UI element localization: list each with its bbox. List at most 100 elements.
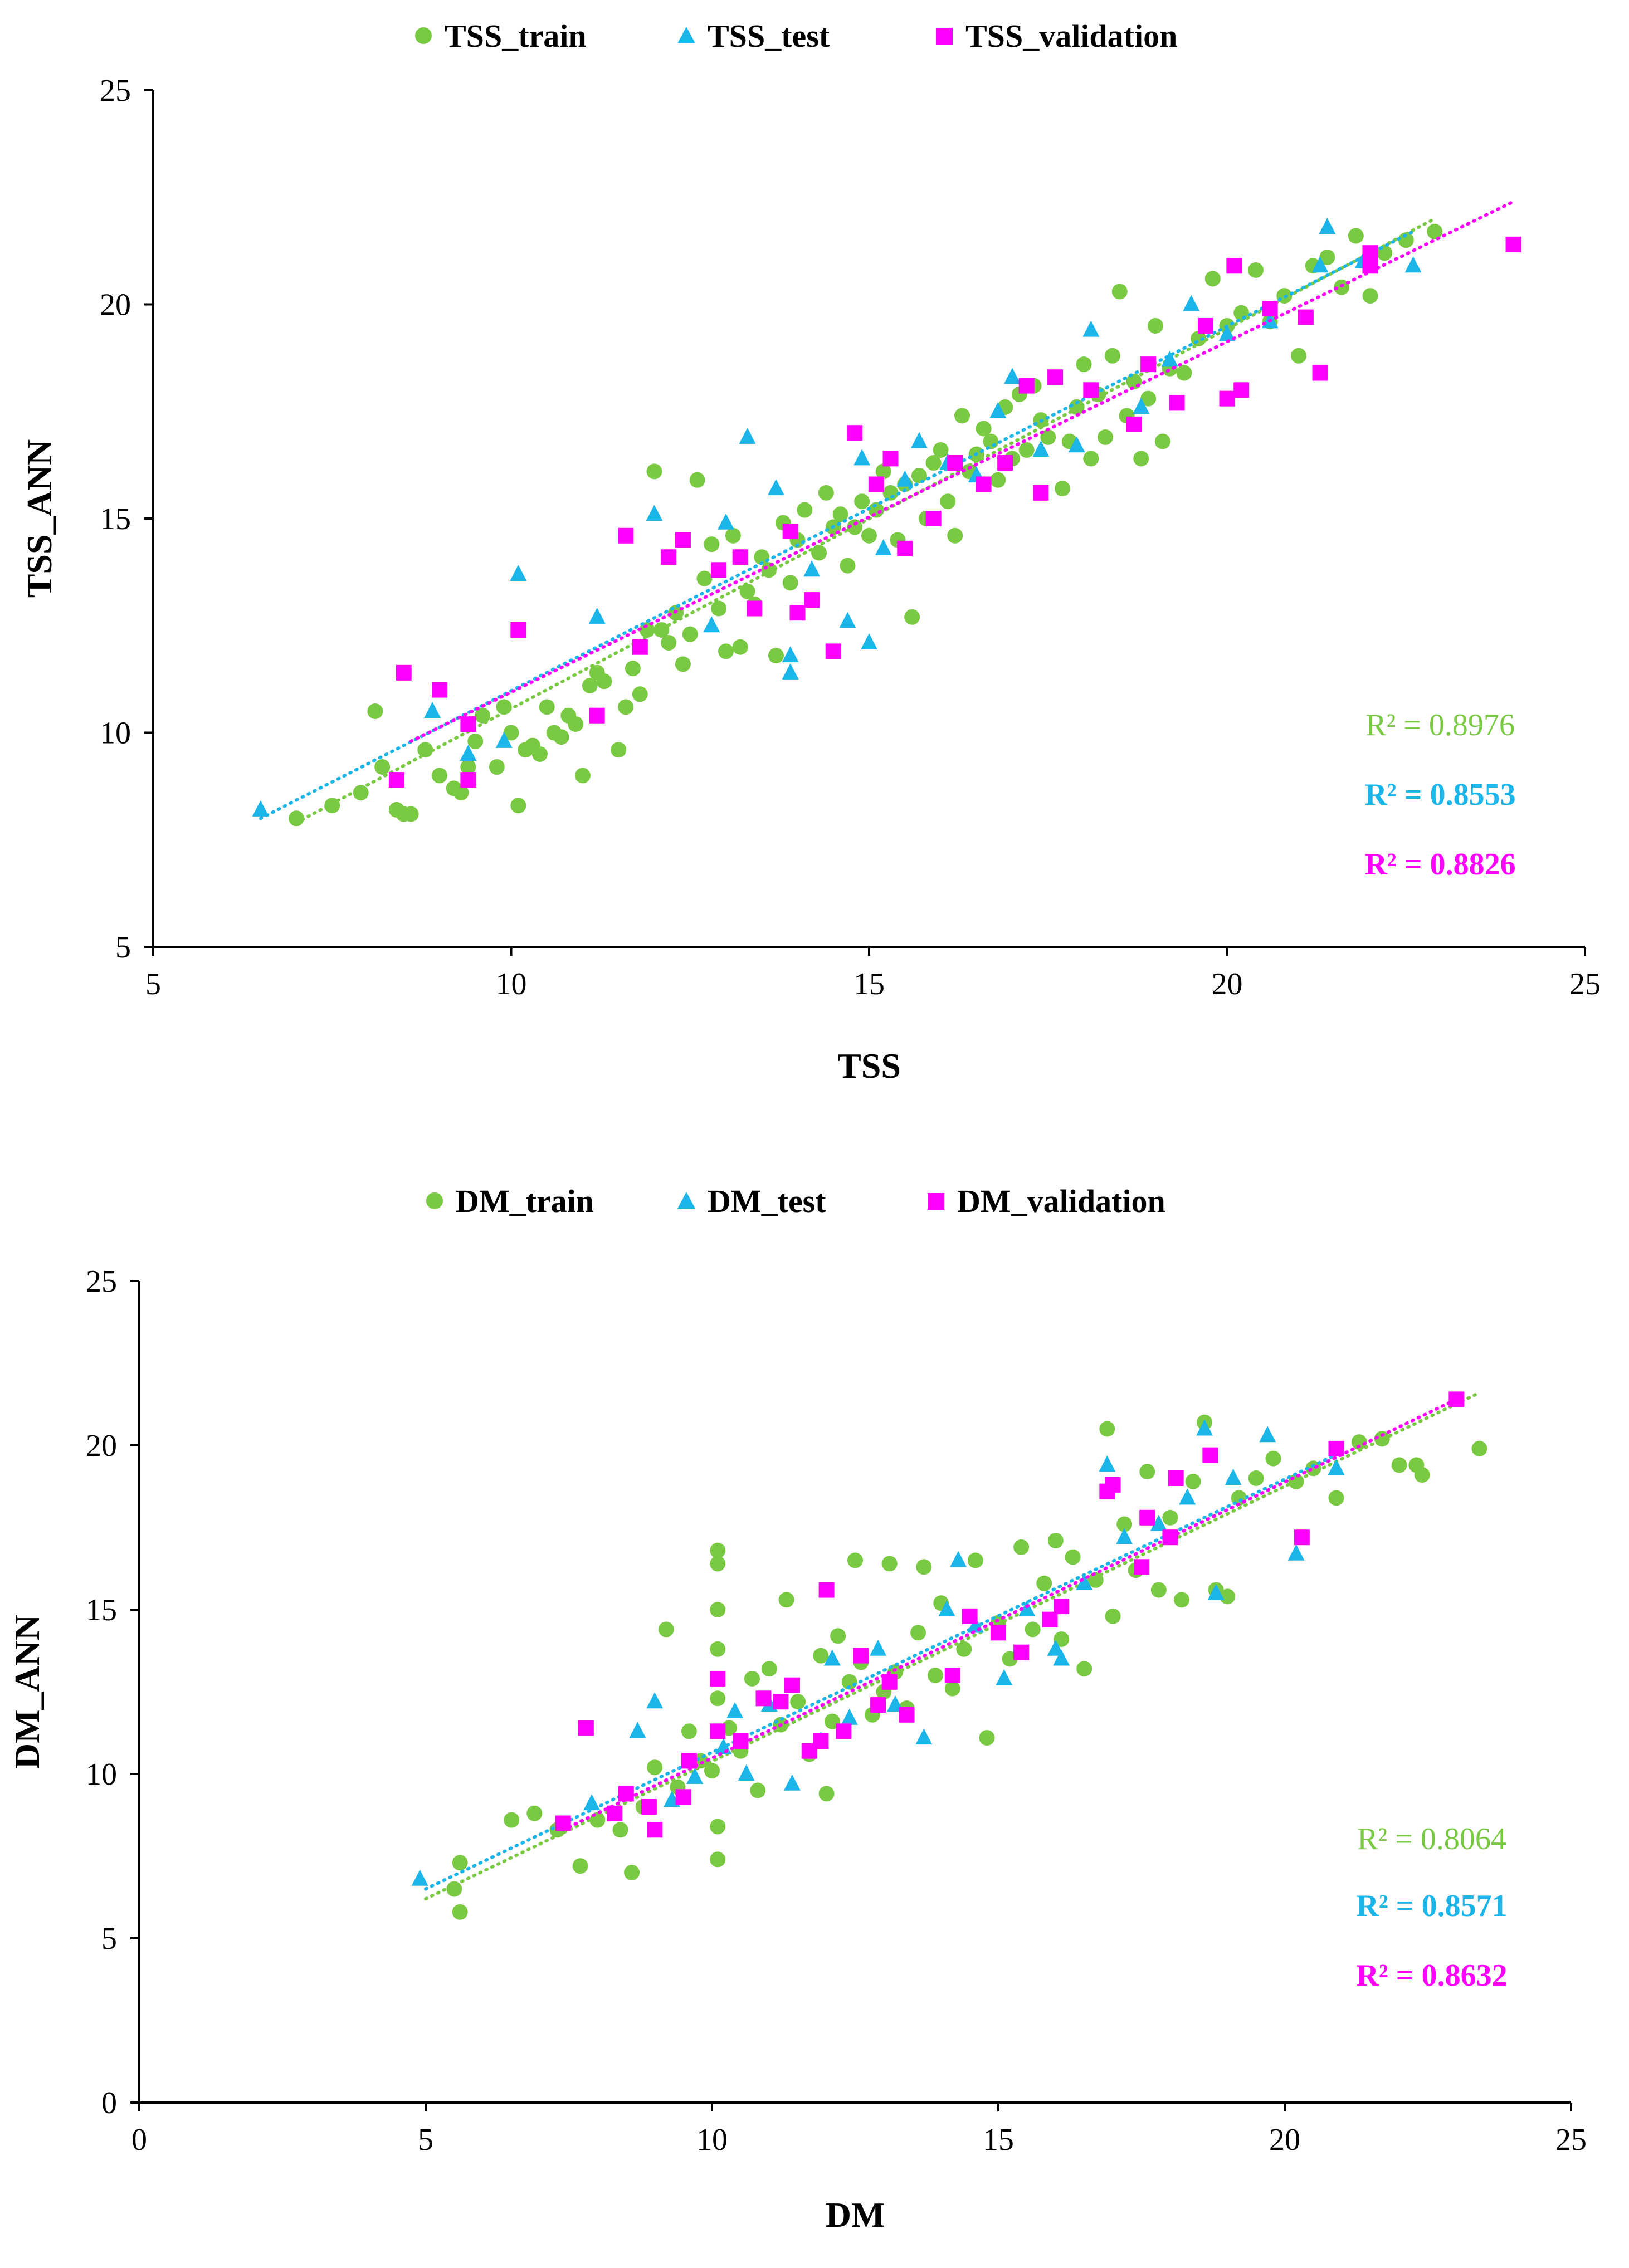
data-point (950, 1551, 967, 1567)
series-TSS_train: TSS_train R² = 0.8976 (289, 18, 1515, 827)
data-point (1148, 317, 1163, 334)
data-point (847, 1552, 863, 1568)
data-point (882, 451, 899, 467)
data-point (911, 468, 927, 484)
data-point (1197, 317, 1213, 334)
data-point (916, 1559, 932, 1575)
data-point (353, 785, 369, 801)
series-DM_validation: DM_validation R² = 0.8632 (555, 1183, 1508, 1993)
data-point (1328, 1459, 1345, 1475)
data-point (1161, 350, 1178, 367)
data-point (813, 1733, 829, 1749)
data-point (830, 1628, 846, 1644)
y-tick-label: 5 (115, 930, 131, 965)
data-point (1176, 365, 1192, 381)
data-point (553, 729, 569, 745)
data-point (1219, 390, 1235, 407)
data-point (811, 545, 827, 561)
data-point (647, 1822, 663, 1838)
data-point (1099, 1455, 1116, 1472)
data-point (1047, 369, 1064, 385)
data-point (910, 1625, 926, 1641)
data-point (1013, 1539, 1030, 1555)
data-point (875, 539, 892, 555)
data-point (1047, 1639, 1064, 1656)
data-point (711, 600, 727, 617)
series-TSS_test: TSS_test R² = 0.8553 (252, 18, 1516, 820)
data-point (797, 502, 813, 518)
data-point (1427, 223, 1443, 239)
data-point (1105, 1608, 1121, 1624)
y-tick-label: 15 (100, 502, 131, 536)
data-point (1076, 356, 1092, 373)
data-point (1311, 256, 1329, 273)
data-point (1305, 1460, 1321, 1477)
data-point (1054, 1631, 1070, 1648)
r2-annotation: R² = 0.8976 (1365, 708, 1515, 742)
data-point (710, 1641, 726, 1657)
trendline (409, 199, 1515, 743)
data-point (750, 1782, 766, 1798)
data-point (710, 1851, 726, 1868)
data-point (847, 425, 863, 441)
data-point (1196, 1419, 1213, 1436)
data-point (710, 1602, 726, 1617)
legend-label: TSS_test (708, 18, 830, 54)
data-point (396, 664, 412, 681)
data-point (818, 1786, 835, 1802)
data-point (868, 476, 884, 492)
data-point (647, 1759, 663, 1776)
data-point (983, 433, 999, 449)
legend-label: DM_train (456, 1183, 594, 1219)
data-point (782, 646, 799, 663)
data-point (575, 768, 591, 784)
data-point (755, 1690, 772, 1707)
data-point (467, 733, 484, 749)
data-point (681, 1723, 697, 1739)
data-point (460, 744, 477, 761)
data-point (947, 455, 963, 471)
data-point (675, 532, 691, 548)
data-point (899, 1707, 915, 1723)
data-point (1207, 1583, 1225, 1600)
data-point (704, 1763, 720, 1779)
data-point (1140, 356, 1157, 373)
data-point (1328, 1490, 1344, 1506)
series-TSS_validation: TSS_validation R² = 0.8826 (388, 18, 1521, 882)
data-point (1265, 1450, 1281, 1467)
data-point (510, 564, 527, 581)
data-point (618, 1786, 634, 1802)
data-point (641, 1799, 657, 1815)
data-point (710, 1556, 726, 1572)
data-point (689, 472, 705, 488)
legend-marker (426, 1192, 443, 1209)
trendline (424, 1450, 1344, 1891)
x-tick-label: 0 (131, 2123, 147, 2157)
data-point (778, 1592, 794, 1608)
data-point (1018, 1600, 1036, 1616)
data-point (967, 1552, 983, 1568)
y-tick-label: 0 (101, 2086, 117, 2120)
data-point (460, 716, 476, 732)
trendline (295, 217, 1437, 824)
data-point (1036, 1575, 1052, 1591)
data-point (803, 560, 821, 577)
legend-marker (677, 27, 695, 43)
y-tick-label: 5 (101, 1922, 117, 1956)
data-point (1291, 348, 1306, 364)
data-point (646, 1692, 664, 1709)
data-point (1076, 1661, 1092, 1677)
data-point (1262, 301, 1278, 317)
data-point (589, 707, 605, 724)
y-tick-label: 10 (100, 716, 131, 751)
data-point (1025, 1621, 1041, 1638)
r2-annotation: R² = 0.8826 (1364, 847, 1515, 882)
data-point (1053, 1649, 1070, 1666)
charts-root: 5 10 15 20 25 5 10 15 20 25 TSS TSS_ANN TSS_train R² … (7, 18, 1601, 2235)
data-point (1173, 1592, 1189, 1608)
legend-label: TSS_train (445, 18, 587, 54)
data-point (596, 673, 612, 690)
x-tick-label: 25 (1569, 967, 1601, 1001)
x-tick-label: 15 (983, 2123, 1014, 2157)
data-point (1082, 320, 1100, 337)
